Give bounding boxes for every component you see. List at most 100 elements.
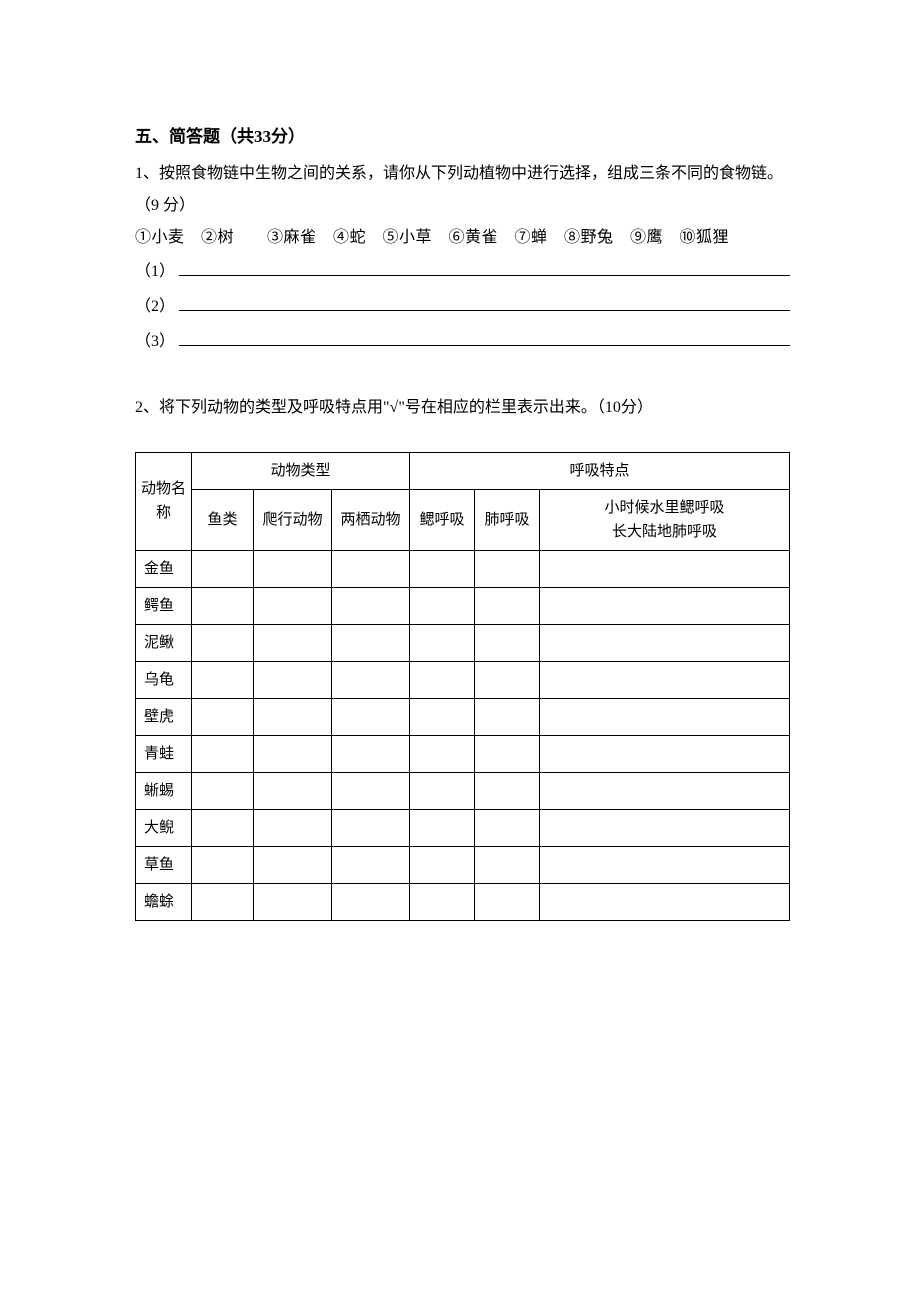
table-cell-blank[interactable]: [540, 550, 790, 587]
table-cell-blank[interactable]: [332, 698, 410, 735]
table-cell-blank[interactable]: [254, 587, 332, 624]
table-cell-blank[interactable]: [192, 809, 254, 846]
q1-options: ①小麦 ②树 ③麻雀 ④蛇 ⑤小草 ⑥黄雀 ⑦蝉 ⑧野兔 ⑨鹰 ⑩狐狸: [135, 222, 790, 254]
table-cell-blank[interactable]: [254, 550, 332, 587]
q1-blank-2: （2）: [135, 289, 790, 324]
table-row: 鳄鱼: [136, 587, 790, 624]
table-header-type-group: 动物类型: [192, 452, 410, 489]
q2-table: 动物名称 动物类型 呼吸特点 鱼类 爬行动物 两栖动物 鳃呼吸 肺呼吸 小时候水…: [135, 452, 790, 921]
table-cell-blank[interactable]: [540, 846, 790, 883]
q1-blank-1-line[interactable]: [179, 260, 790, 276]
table-cell-blank[interactable]: [540, 772, 790, 809]
table-header-reptile: 爬行动物: [254, 489, 332, 550]
table-cell-blank[interactable]: [332, 661, 410, 698]
table-cell-blank[interactable]: [332, 883, 410, 920]
table-row: 泥鳅: [136, 624, 790, 661]
table-cell-blank[interactable]: [410, 809, 475, 846]
table-cell-blank[interactable]: [475, 698, 540, 735]
table-cell-blank[interactable]: [410, 772, 475, 809]
table-cell-blank[interactable]: [192, 698, 254, 735]
table-cell-blank[interactable]: [475, 772, 540, 809]
table-cell-blank[interactable]: [192, 661, 254, 698]
table-header-amphibian: 两栖动物: [332, 489, 410, 550]
table-cell-blank[interactable]: [410, 846, 475, 883]
table-cell-blank[interactable]: [410, 883, 475, 920]
table-cell-blank[interactable]: [192, 624, 254, 661]
table-cell-blank[interactable]: [475, 587, 540, 624]
table-cell-name: 泥鳅: [136, 624, 192, 661]
table-row: 青蛙: [136, 735, 790, 772]
table-cell-name: 壁虎: [136, 698, 192, 735]
table-header-fish: 鱼类: [192, 489, 254, 550]
table-header-row-1: 动物名称 动物类型 呼吸特点: [136, 452, 790, 489]
table-cell-blank[interactable]: [475, 809, 540, 846]
table-row: 乌龟: [136, 661, 790, 698]
table-cell-blank[interactable]: [332, 587, 410, 624]
table-cell-blank[interactable]: [475, 883, 540, 920]
table-body: 金鱼鳄鱼泥鳅乌龟壁虎青蛙蜥蜴大鲵草鱼蟾蜍: [136, 550, 790, 920]
table-cell-blank[interactable]: [410, 624, 475, 661]
table-cell-blank[interactable]: [254, 846, 332, 883]
table-cell-blank[interactable]: [410, 550, 475, 587]
table-cell-blank[interactable]: [192, 735, 254, 772]
table-cell-blank[interactable]: [332, 846, 410, 883]
table-cell-blank[interactable]: [540, 624, 790, 661]
table-cell-blank[interactable]: [332, 624, 410, 661]
table-row: 金鱼: [136, 550, 790, 587]
table-cell-blank[interactable]: [475, 661, 540, 698]
table-cell-blank[interactable]: [254, 883, 332, 920]
table-cell-blank[interactable]: [192, 772, 254, 809]
table-cell-name: 鳄鱼: [136, 587, 192, 624]
table-cell-blank[interactable]: [254, 624, 332, 661]
table-cell-blank[interactable]: [254, 698, 332, 735]
table-cell-name: 蜥蜴: [136, 772, 192, 809]
table-cell-blank[interactable]: [332, 809, 410, 846]
q1-blank-1-label: （1）: [135, 254, 175, 289]
table-cell-name: 青蛙: [136, 735, 192, 772]
table-cell-blank[interactable]: [410, 661, 475, 698]
q2-text: 2、将下列动物的类型及呼吸特点用"√"号在相应的栏里表示出来。（10分）: [135, 392, 790, 424]
table-header-lung: 肺呼吸: [475, 489, 540, 550]
table-cell-blank[interactable]: [475, 846, 540, 883]
table-cell-blank[interactable]: [540, 735, 790, 772]
table-cell-blank[interactable]: [540, 661, 790, 698]
table-cell-blank[interactable]: [410, 587, 475, 624]
table-cell-blank[interactable]: [254, 735, 332, 772]
table-cell-blank[interactable]: [475, 735, 540, 772]
table-header-gill: 鳃呼吸: [410, 489, 475, 550]
q1-blank-1: （1）: [135, 254, 790, 289]
q1-blank-2-label: （2）: [135, 289, 175, 324]
table-cell-blank[interactable]: [540, 587, 790, 624]
table-cell-blank[interactable]: [254, 772, 332, 809]
table-cell-blank[interactable]: [540, 883, 790, 920]
table-cell-blank[interactable]: [410, 735, 475, 772]
table-cell-blank[interactable]: [254, 661, 332, 698]
table-cell-blank[interactable]: [410, 698, 475, 735]
table-cell-blank[interactable]: [332, 772, 410, 809]
table-cell-blank[interactable]: [254, 809, 332, 846]
table-cell-name: 草鱼: [136, 846, 192, 883]
table-cell-name: 大鲵: [136, 809, 192, 846]
q1-blank-3-line[interactable]: [179, 330, 790, 346]
q1-blank-3: （3）: [135, 324, 790, 359]
q1-text: 1、按照食物链中生物之间的关系，请你从下列动植物中进行选择，组成三条不同的食物链…: [135, 158, 790, 222]
table-cell-name: 乌龟: [136, 661, 192, 698]
table-cell-blank[interactable]: [192, 587, 254, 624]
table-cell-blank[interactable]: [192, 883, 254, 920]
table-header-row-2: 鱼类 爬行动物 两栖动物 鳃呼吸 肺呼吸 小时候水里鳃呼吸 长大陆地肺呼吸: [136, 489, 790, 550]
table-cell-blank[interactable]: [475, 624, 540, 661]
q1-blank-3-label: （3）: [135, 324, 175, 359]
table-cell-blank[interactable]: [332, 735, 410, 772]
table-cell-blank[interactable]: [332, 550, 410, 587]
table-row: 壁虎: [136, 698, 790, 735]
table-cell-blank[interactable]: [475, 550, 540, 587]
table-cell-blank[interactable]: [192, 550, 254, 587]
table-cell-blank[interactable]: [540, 698, 790, 735]
table-cell-name: 蟾蜍: [136, 883, 192, 920]
q1-blank-2-line[interactable]: [179, 295, 790, 311]
table-cell-blank[interactable]: [540, 809, 790, 846]
table-header-breath-group: 呼吸特点: [410, 452, 790, 489]
table-row: 草鱼: [136, 846, 790, 883]
table-row: 大鲵: [136, 809, 790, 846]
table-cell-blank[interactable]: [192, 846, 254, 883]
